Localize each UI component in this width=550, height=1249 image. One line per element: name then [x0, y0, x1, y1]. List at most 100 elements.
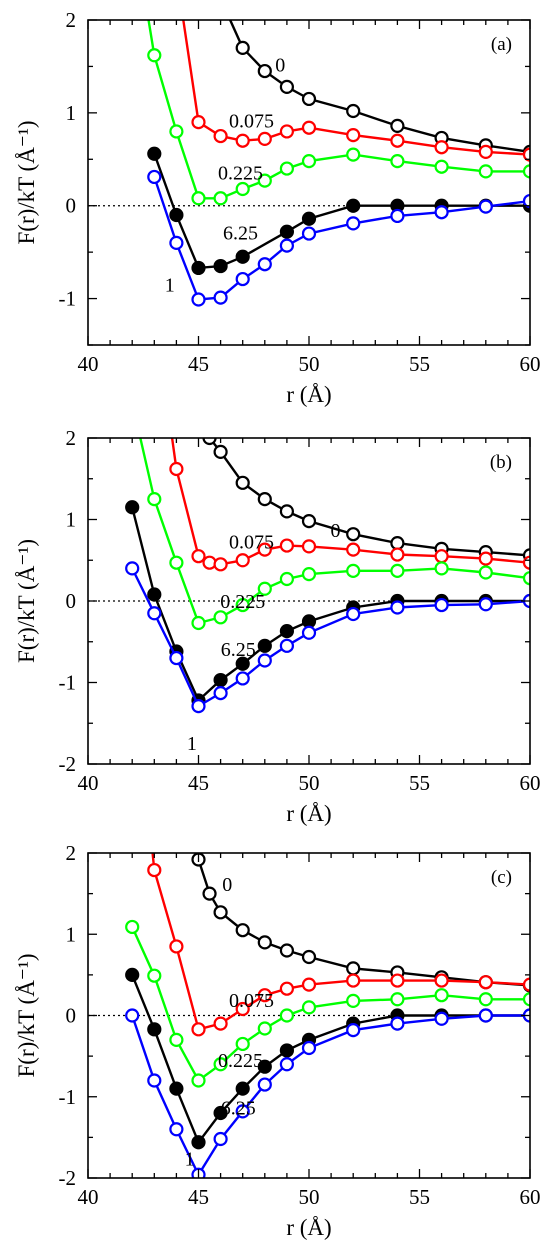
data-point [257, 257, 272, 272]
series-annotation: 0 [331, 520, 341, 542]
data-point [169, 207, 184, 223]
x-axis-title: r (Å) [286, 1215, 331, 1240]
data-point [169, 650, 184, 666]
data-point [235, 671, 250, 686]
data-point [257, 63, 272, 79]
data-point [279, 981, 294, 996]
data-point [279, 1008, 294, 1023]
data-point [301, 539, 317, 554]
data-point [213, 444, 228, 459]
data-point [213, 128, 228, 144]
x-tick-label: 55 [409, 771, 430, 795]
x-tick-label: 45 [188, 771, 209, 795]
data-point [346, 216, 361, 231]
data-point [257, 131, 272, 146]
data-point [125, 919, 140, 935]
data-point [346, 993, 361, 1008]
data-point [213, 557, 228, 572]
y-axis-title: F(r)/kT (Å⁻¹) [14, 953, 39, 1077]
data-point [390, 208, 405, 224]
y-tick-label: 0 [66, 1004, 77, 1028]
series-0.225 [125, 919, 530, 1088]
series-0 [191, 853, 530, 993]
series-line [131, 1014, 530, 1178]
series-annotation: 0.225 [220, 591, 265, 613]
series-line [153, 153, 530, 270]
data-point [478, 199, 493, 214]
data-point [147, 587, 162, 602]
data-point [279, 1043, 294, 1058]
data-point [434, 973, 449, 988]
data-point [346, 606, 361, 622]
x-tick-label: 60 [520, 352, 541, 376]
x-tick-label: 45 [188, 352, 209, 376]
data-point [257, 1077, 272, 1092]
data-point [235, 1001, 250, 1017]
data-point [142, 798, 154, 810]
data-point [131, 416, 143, 428]
data-point [390, 154, 405, 169]
data-point [191, 115, 206, 130]
x-tick-label: 40 [78, 771, 99, 795]
data-point [169, 1081, 184, 1096]
series-annotation: 6.25 [221, 1097, 256, 1119]
data-point [390, 547, 405, 562]
series-line [228, 20, 530, 154]
data-point [213, 1105, 228, 1121]
data-point [213, 191, 228, 206]
data-point [213, 290, 228, 305]
data-point [346, 961, 361, 976]
series-annotation: 0.225 [218, 162, 263, 184]
x-tick-label: 45 [188, 1185, 209, 1209]
chart-panel-2: 40 45 50 55 60 -2 -1 0 1 2 r (Å) F(r)/kT (Å⁻¹) (b) 0 0… [14, 416, 541, 826]
plot-area [125, 416, 530, 714]
data-point [235, 597, 250, 613]
data-point [257, 542, 272, 557]
y-tick-label: 1 [66, 101, 77, 125]
data-point [125, 561, 140, 576]
data-point [169, 939, 184, 954]
x-tick-label: 60 [520, 771, 541, 795]
data-point [235, 923, 250, 938]
data-point [478, 144, 493, 159]
y-tick-label: 0 [66, 589, 77, 613]
panel-label: (b) [490, 452, 512, 473]
data-point [213, 905, 228, 920]
y-tick-label: 1 [66, 508, 77, 532]
data-point [213, 685, 228, 701]
data-point [191, 1022, 206, 1037]
data-point [235, 271, 250, 287]
series-annotation: 0 [275, 55, 285, 77]
data-point [191, 699, 206, 714]
series-1 [125, 1008, 530, 1178]
data-point [191, 615, 206, 631]
data-point [346, 542, 361, 557]
chart-panel-3: 40 45 50 55 60 -2 -1 0 1 2 r (Å) F(r)/kT (Å⁻¹) (c) 0 0… [14, 798, 541, 1240]
data-point [434, 988, 449, 1003]
series-annotation: 0.075 [229, 532, 274, 554]
series-6.25 [147, 146, 530, 276]
data-point [522, 147, 530, 162]
data-point [235, 133, 250, 148]
data-point [147, 1022, 162, 1037]
data-point [191, 1073, 206, 1088]
x-axis-title: r (Å) [286, 801, 331, 826]
data-point [169, 1032, 184, 1047]
series-annotation: 1 [187, 733, 197, 755]
series-line [131, 567, 530, 708]
series-line [196, 853, 530, 987]
data-point [139, 0, 151, 7]
data-point [213, 1016, 228, 1031]
data-point [478, 992, 493, 1007]
data-point [346, 147, 361, 162]
data-point [169, 461, 184, 477]
data-point [235, 1081, 250, 1096]
data-point [279, 161, 294, 176]
data-point [390, 536, 405, 551]
y-tick-label: 0 [66, 194, 77, 218]
data-point [191, 260, 206, 276]
chart-panel-1: 40 45 50 55 60 -1 0 1 2 r (Å) F(r)/kT (Å⁻¹) (a) 0 0.0… [14, 0, 541, 407]
y-tick-label: -2 [59, 1166, 77, 1190]
data-point [390, 118, 405, 133]
series-annotation: 6.25 [223, 223, 258, 245]
